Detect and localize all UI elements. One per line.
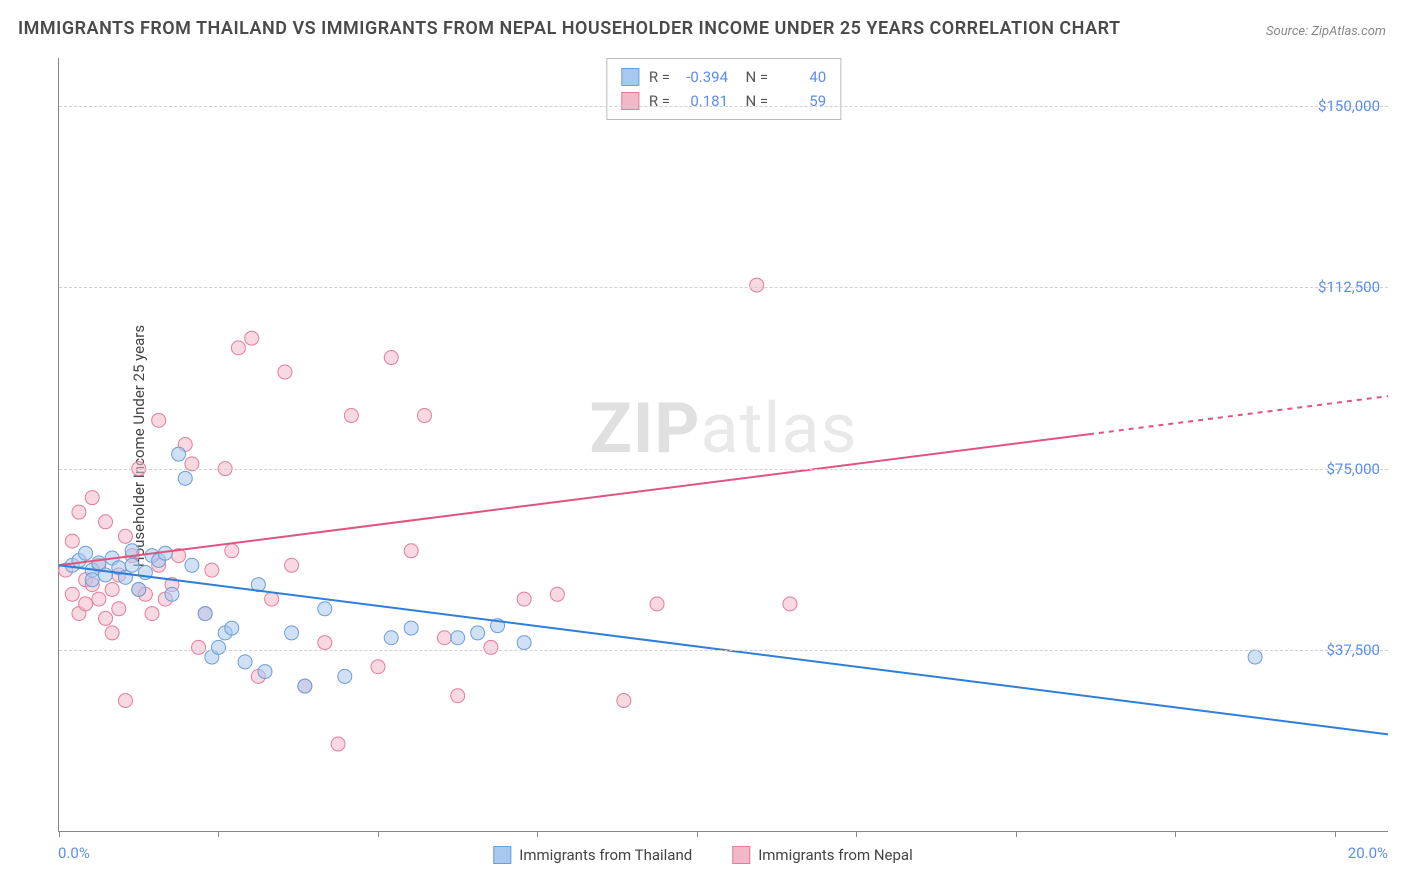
data-point bbox=[451, 631, 465, 645]
data-point bbox=[65, 587, 79, 601]
x-tick bbox=[1175, 831, 1176, 837]
data-point bbox=[172, 447, 186, 461]
x-axis-min-label: 0.0% bbox=[58, 844, 90, 862]
bottom-legend: Immigrants from Thailand Immigrants from… bbox=[493, 846, 912, 864]
chart-title: IMMIGRANTS FROM THAILAND VS IMMIGRANTS F… bbox=[18, 18, 1121, 39]
data-point bbox=[132, 582, 146, 596]
data-point bbox=[99, 515, 113, 529]
data-point bbox=[471, 626, 485, 640]
data-point bbox=[238, 655, 252, 669]
data-point bbox=[105, 582, 119, 596]
x-tick bbox=[59, 831, 60, 837]
trend-line bbox=[59, 434, 1089, 565]
y-tick-label: $150,000 bbox=[1318, 97, 1380, 115]
data-point bbox=[318, 602, 332, 616]
x-axis-max-label: 20.0% bbox=[1348, 844, 1388, 862]
data-point bbox=[417, 409, 431, 423]
data-point bbox=[225, 544, 239, 558]
data-point bbox=[384, 351, 398, 365]
trend-line-dashed bbox=[1089, 396, 1388, 434]
nepal-legend-swatch-icon bbox=[732, 846, 750, 864]
data-point bbox=[205, 563, 219, 577]
data-point bbox=[231, 341, 245, 355]
data-point bbox=[125, 558, 139, 572]
data-point bbox=[437, 631, 451, 645]
gridline bbox=[59, 106, 1388, 107]
x-tick bbox=[378, 831, 379, 837]
data-point bbox=[650, 597, 664, 611]
data-point bbox=[112, 602, 126, 616]
gridline bbox=[59, 650, 1388, 651]
data-point bbox=[451, 689, 465, 703]
data-point bbox=[145, 607, 159, 621]
data-point bbox=[185, 558, 199, 572]
data-point bbox=[225, 621, 239, 635]
data-point bbox=[105, 626, 119, 640]
data-point bbox=[72, 505, 86, 519]
data-point bbox=[404, 621, 418, 635]
data-point bbox=[384, 631, 398, 645]
data-point bbox=[192, 640, 206, 654]
x-tick bbox=[1016, 831, 1017, 837]
data-point bbox=[285, 558, 299, 572]
data-point bbox=[298, 679, 312, 693]
data-point bbox=[750, 278, 764, 292]
chart-container: IMMIGRANTS FROM THAILAND VS IMMIGRANTS F… bbox=[0, 0, 1406, 892]
data-point bbox=[517, 636, 531, 650]
data-point bbox=[152, 413, 166, 427]
data-point bbox=[65, 534, 79, 548]
data-point bbox=[178, 471, 192, 485]
data-point bbox=[344, 409, 358, 423]
data-point bbox=[165, 587, 179, 601]
data-point bbox=[211, 640, 225, 654]
data-point bbox=[1248, 650, 1262, 664]
y-tick-label: $112,500 bbox=[1318, 278, 1380, 296]
nepal-legend-label: Immigrants from Nepal bbox=[758, 846, 913, 864]
data-point bbox=[404, 544, 418, 558]
x-tick bbox=[1335, 831, 1336, 837]
data-point bbox=[484, 640, 498, 654]
data-point bbox=[85, 491, 99, 505]
source-attribution: Source: ZipAtlas.com bbox=[1266, 24, 1386, 39]
data-point bbox=[92, 592, 106, 606]
data-point bbox=[318, 636, 332, 650]
data-point bbox=[118, 529, 132, 543]
plot-area: ZIPatlas R = -0.394 N = 40 R = 0.181 N =… bbox=[58, 58, 1388, 832]
legend-item-nepal: Immigrants from Nepal bbox=[732, 846, 913, 864]
thailand-legend-label: Immigrants from Thailand bbox=[519, 846, 692, 864]
data-point bbox=[245, 331, 259, 345]
legend-item-thailand: Immigrants from Thailand bbox=[493, 846, 692, 864]
data-point bbox=[198, 607, 212, 621]
data-point bbox=[99, 611, 113, 625]
data-point bbox=[783, 597, 797, 611]
plot-svg bbox=[59, 58, 1388, 831]
data-point bbox=[517, 592, 531, 606]
data-point bbox=[550, 587, 564, 601]
y-tick-label: $37,500 bbox=[1326, 641, 1380, 659]
data-point bbox=[265, 592, 279, 606]
data-point bbox=[331, 737, 345, 751]
thailand-legend-swatch-icon bbox=[493, 846, 511, 864]
x-tick bbox=[218, 831, 219, 837]
data-point bbox=[258, 665, 272, 679]
data-point bbox=[278, 365, 292, 379]
data-point bbox=[338, 669, 352, 683]
data-point bbox=[79, 597, 93, 611]
x-tick bbox=[537, 831, 538, 837]
x-tick bbox=[697, 831, 698, 837]
data-point bbox=[118, 694, 132, 708]
x-tick bbox=[856, 831, 857, 837]
data-point bbox=[285, 626, 299, 640]
gridline bbox=[59, 287, 1388, 288]
data-point bbox=[617, 694, 631, 708]
data-point bbox=[371, 660, 385, 674]
data-point bbox=[79, 546, 93, 560]
y-tick-label: $75,000 bbox=[1326, 460, 1380, 478]
data-point bbox=[85, 573, 99, 587]
gridline bbox=[59, 469, 1388, 470]
